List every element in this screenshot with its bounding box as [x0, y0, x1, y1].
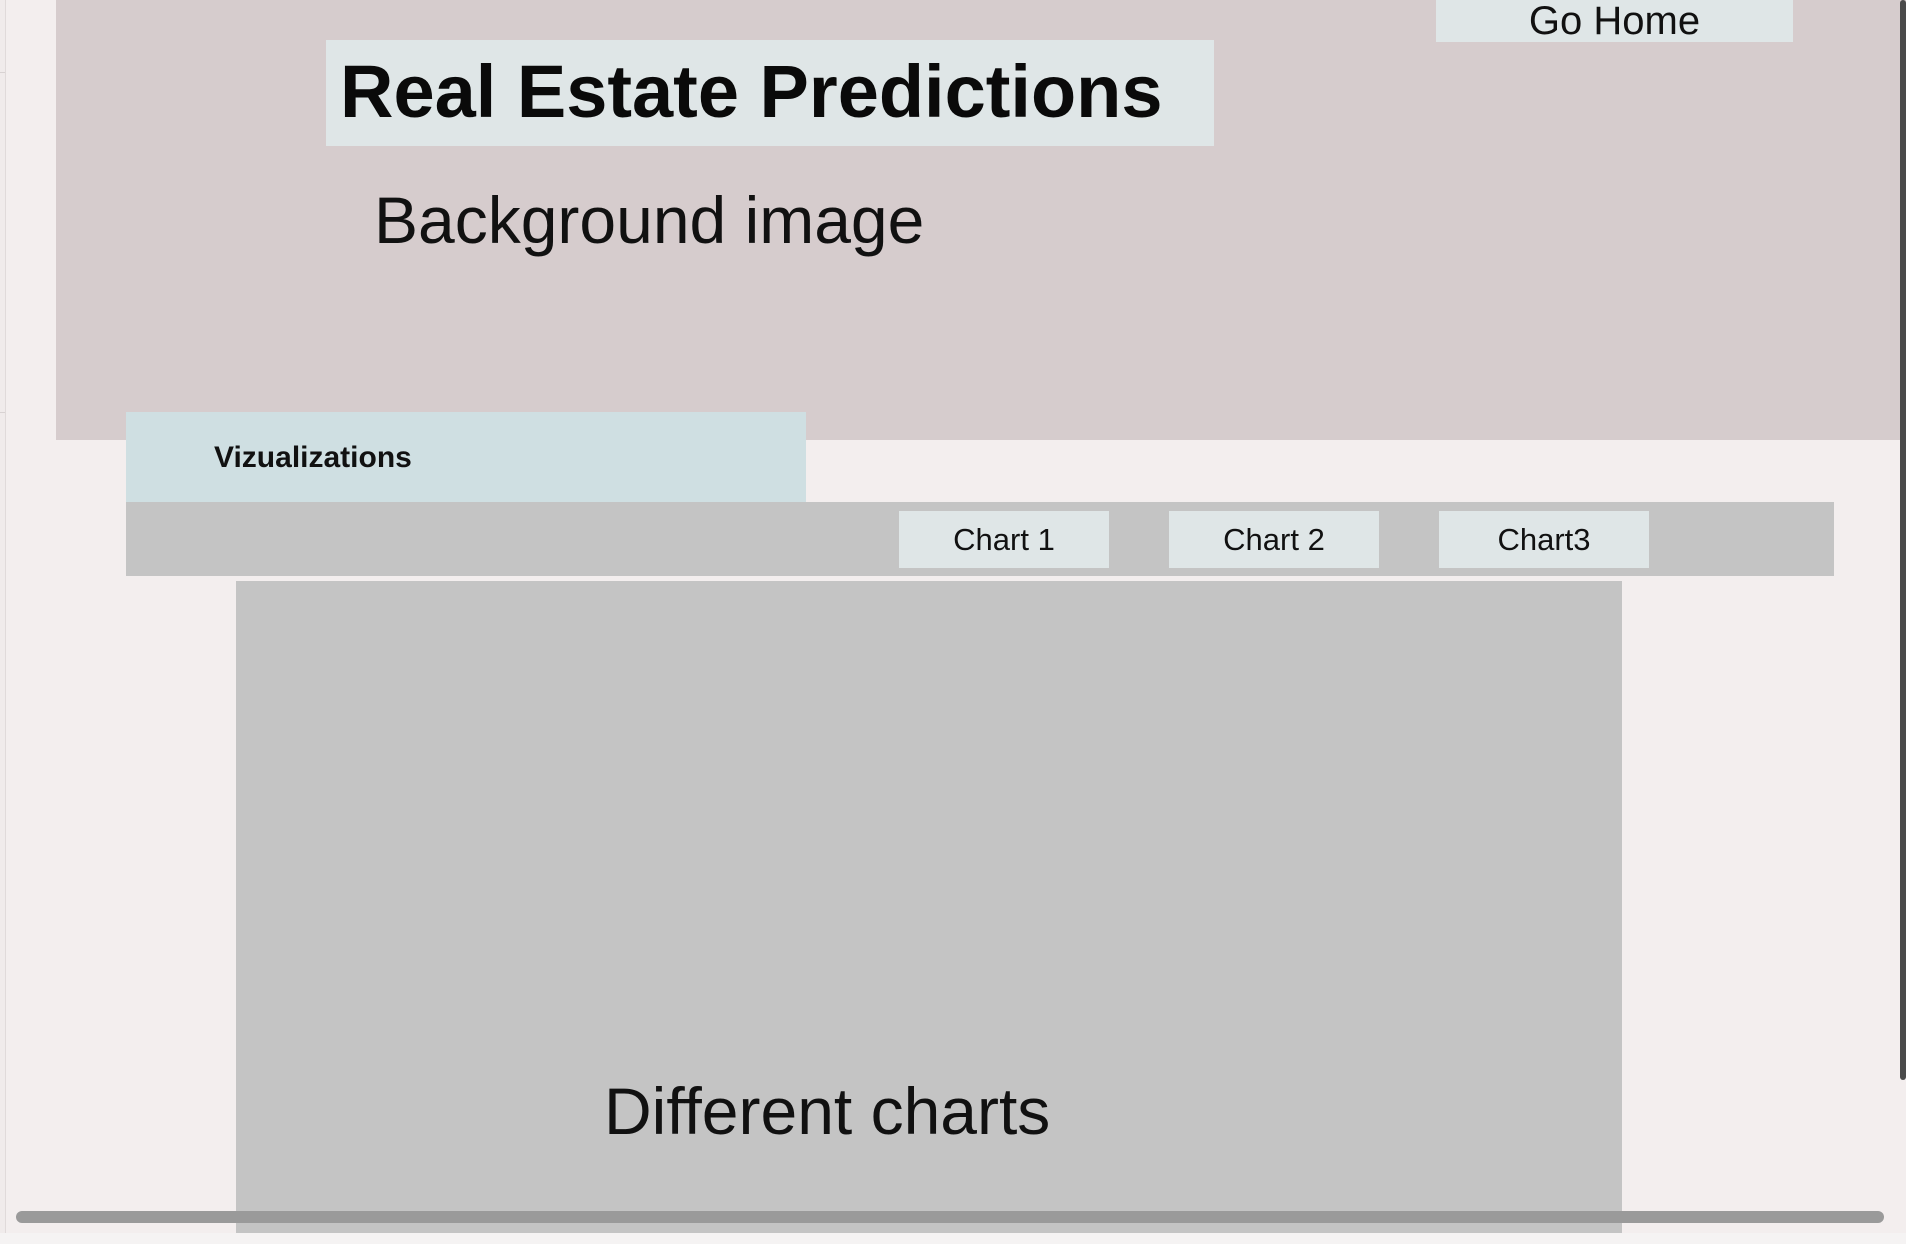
edge-tick [0, 412, 5, 413]
chart-area-placeholder-label: Different charts [604, 1074, 1051, 1148]
background-image-placeholder-label: Background image [374, 183, 925, 257]
chart-2-button[interactable]: Chart 2 [1169, 511, 1379, 568]
horizontal-scrollbar[interactable] [16, 1211, 1884, 1223]
chart-1-button[interactable]: Chart 1 [899, 511, 1109, 568]
chart-display-area: Different charts [236, 581, 1622, 1244]
tab-vizualizations-label: Vizualizations [214, 441, 412, 474]
go-home-button[interactable]: Go Home [1436, 0, 1793, 42]
chart-selector-bar: Chart 1 Chart 2 Chart3 [126, 502, 1834, 576]
left-edge-divider [0, 0, 6, 1244]
chart-3-button[interactable]: Chart3 [1439, 511, 1649, 568]
tab-vizualizations[interactable]: Vizualizations [126, 412, 806, 505]
bottom-strip [0, 1233, 1906, 1244]
title-box: Real Estate Predictions [326, 40, 1214, 146]
vertical-scrollbar[interactable] [1900, 0, 1906, 1080]
hero-banner: Real Estate Predictions Background image… [56, 0, 1906, 440]
page-title: Real Estate Predictions [340, 50, 1163, 133]
edge-tick [0, 72, 5, 73]
